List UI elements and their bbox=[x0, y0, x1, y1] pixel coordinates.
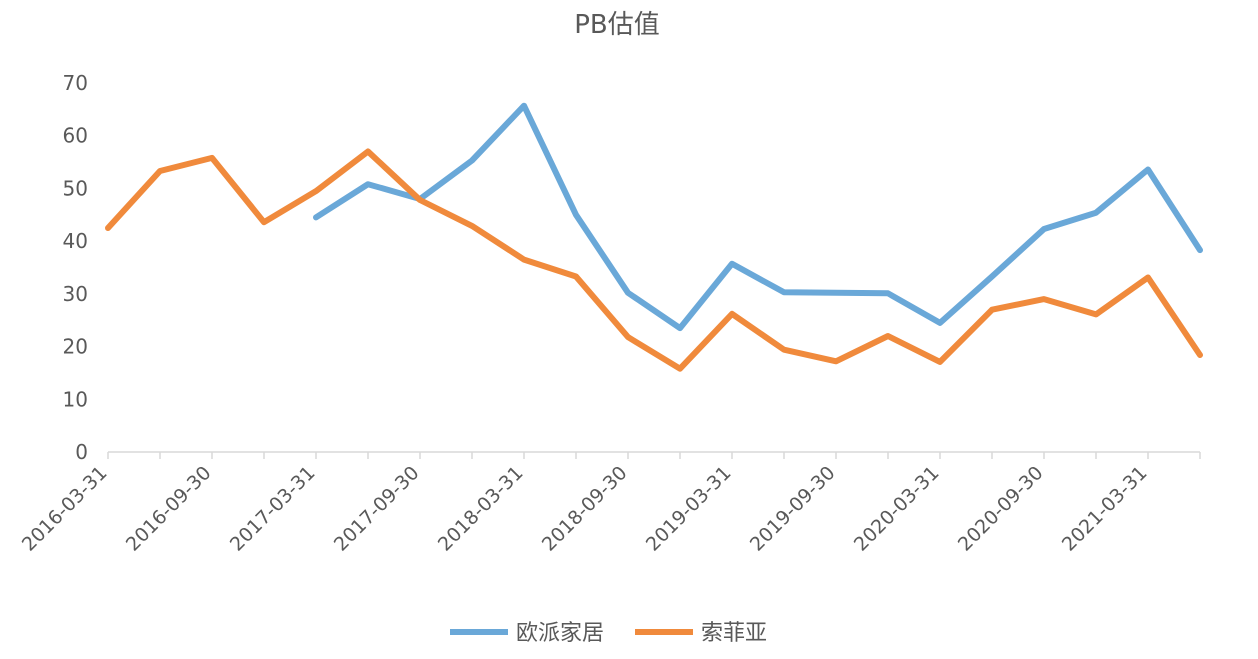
x-tick-label: 2018-09-30 bbox=[538, 462, 632, 556]
y-tick-label: 70 bbox=[63, 71, 88, 95]
data-point bbox=[782, 290, 786, 294]
data-point bbox=[366, 182, 370, 186]
data-point bbox=[158, 169, 162, 173]
data-point bbox=[210, 156, 214, 160]
data-point bbox=[678, 367, 682, 371]
data-point bbox=[574, 274, 578, 278]
data-point bbox=[938, 360, 942, 364]
data-point bbox=[834, 359, 838, 363]
x-tick-label: 2017-09-30 bbox=[330, 462, 424, 556]
data-point bbox=[1146, 276, 1150, 280]
data-point bbox=[730, 312, 734, 316]
data-point bbox=[990, 308, 994, 312]
x-tick-label: 2019-03-31 bbox=[642, 462, 736, 556]
x-tick-label: 2017-03-31 bbox=[226, 462, 320, 556]
y-tick-label: 50 bbox=[63, 176, 88, 200]
data-point bbox=[990, 274, 994, 278]
series-line-2 bbox=[105, 148, 1203, 372]
data-point bbox=[314, 189, 318, 193]
data-point bbox=[262, 220, 266, 224]
data-point bbox=[886, 334, 890, 338]
data-point bbox=[1146, 167, 1150, 171]
x-tick-label: 2020-09-30 bbox=[954, 462, 1048, 556]
data-point bbox=[834, 291, 838, 295]
data-point bbox=[314, 215, 318, 219]
data-point bbox=[1094, 312, 1098, 316]
x-tick-label: 2020-03-31 bbox=[850, 462, 944, 556]
data-point bbox=[366, 150, 370, 154]
data-point bbox=[886, 291, 890, 295]
data-point bbox=[626, 335, 630, 339]
data-point bbox=[470, 158, 474, 162]
series-line-1 bbox=[313, 102, 1203, 332]
data-point bbox=[522, 258, 526, 262]
y-tick-label: 30 bbox=[63, 282, 88, 306]
data-point bbox=[1042, 227, 1046, 231]
data-point bbox=[782, 348, 786, 352]
y-tick-label: 0 bbox=[75, 440, 88, 464]
y-tick-label: 40 bbox=[63, 229, 88, 253]
x-tick-label: 2016-03-31 bbox=[18, 462, 112, 556]
x-tick-label: 2019-09-30 bbox=[746, 462, 840, 556]
data-point bbox=[1198, 353, 1202, 357]
data-point bbox=[106, 226, 110, 230]
data-point bbox=[522, 104, 526, 108]
legend-label: 索菲亚 bbox=[701, 621, 767, 646]
data-point bbox=[626, 291, 630, 295]
y-tick-label: 10 bbox=[63, 387, 88, 411]
data-point bbox=[418, 198, 422, 202]
x-tick-label: 2018-03-31 bbox=[434, 462, 528, 556]
y-tick-label: 20 bbox=[63, 335, 88, 359]
data-point bbox=[1198, 248, 1202, 252]
x-tick-label: 2021-03-31 bbox=[1058, 462, 1152, 556]
chart-title: PB估值 bbox=[574, 10, 660, 40]
data-point bbox=[470, 224, 474, 228]
legend-label: 欧派家居 bbox=[516, 621, 604, 646]
legend: 欧派家居 索菲亚 bbox=[450, 621, 767, 646]
data-point bbox=[1042, 297, 1046, 301]
data-point bbox=[574, 213, 578, 217]
y-tick-label: 60 bbox=[63, 124, 88, 148]
data-point bbox=[730, 262, 734, 266]
data-point bbox=[938, 321, 942, 325]
data-point bbox=[678, 326, 682, 330]
data-point bbox=[1094, 211, 1098, 215]
x-tick-label: 2016-09-30 bbox=[122, 462, 216, 556]
